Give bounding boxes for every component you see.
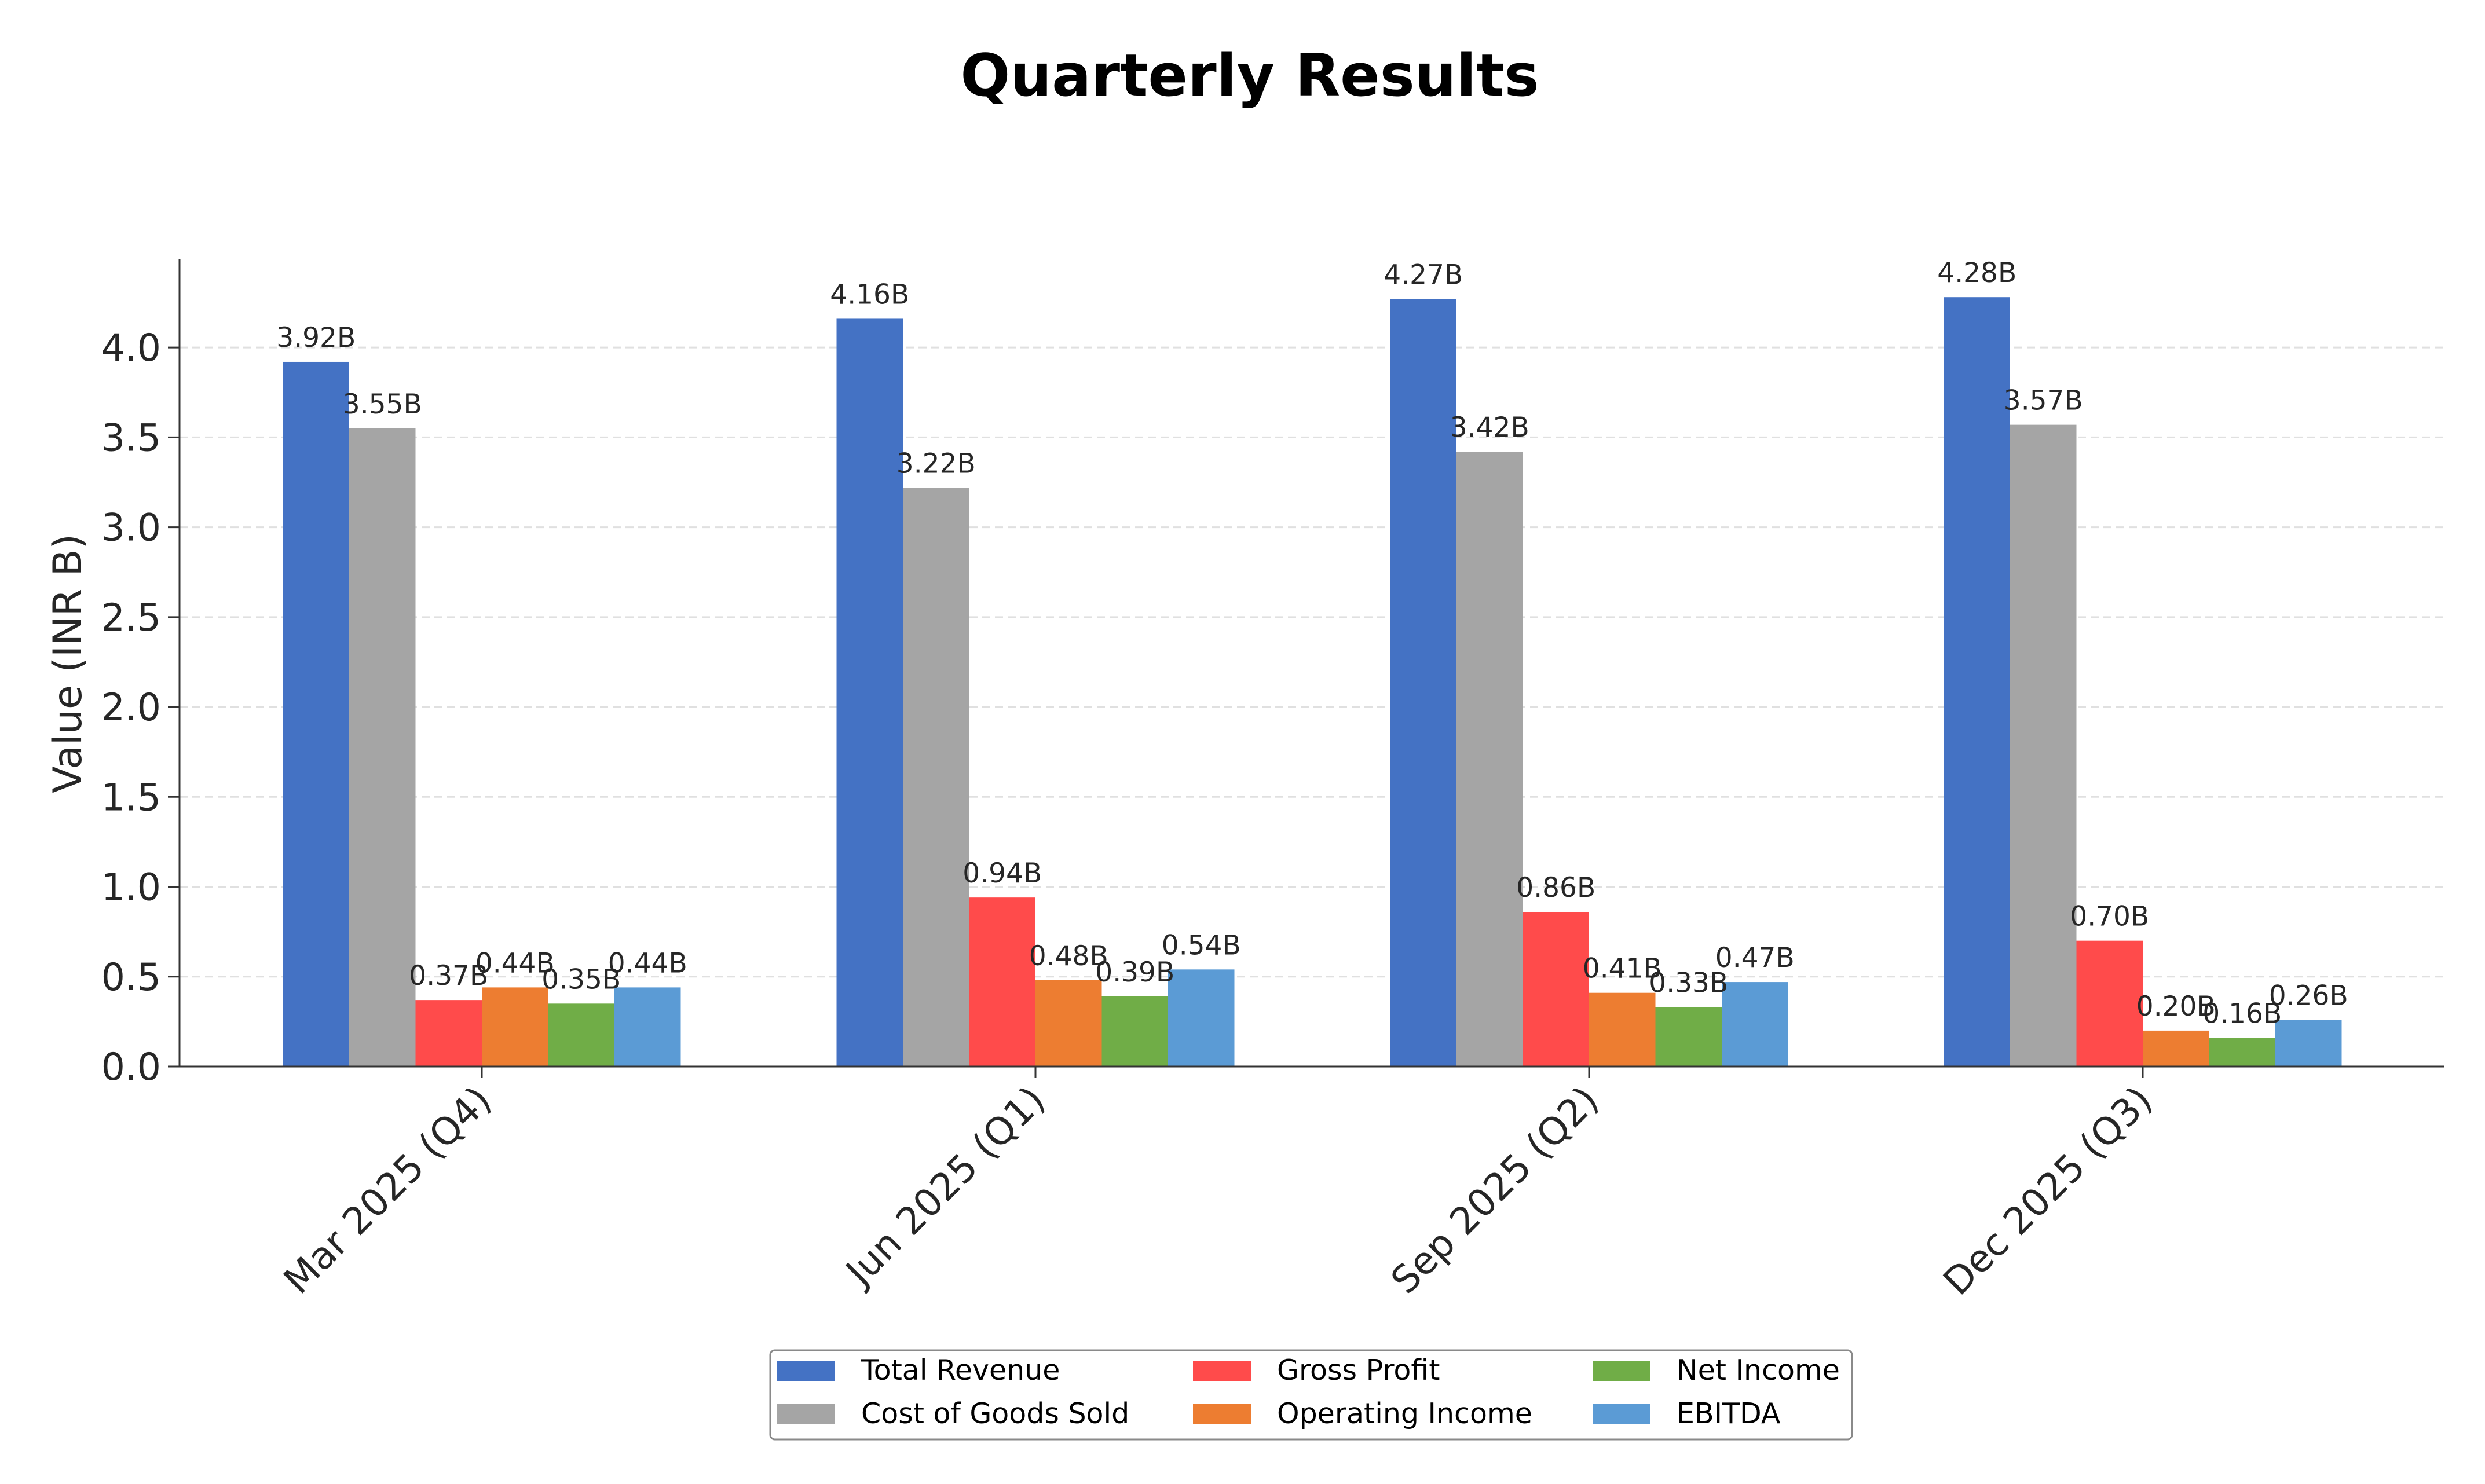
y-tick-label: 3.5 [101, 416, 161, 460]
legend-swatch [1193, 1404, 1251, 1424]
bar-ebitda [614, 987, 681, 1067]
bar-operating-income [1035, 980, 1102, 1067]
bar-ebitda [1722, 982, 1788, 1067]
legend-swatch [777, 1404, 835, 1424]
data-label: 0.20B [2136, 991, 2216, 1023]
y-tick-label: 0.0 [101, 1046, 161, 1089]
bar-net-income [1655, 1007, 1722, 1067]
legend-swatch [1593, 1361, 1650, 1381]
data-label: 0.86B [1516, 872, 1595, 904]
bar-gross-profit [969, 897, 1035, 1067]
data-label: 0.26B [2269, 980, 2348, 1012]
data-label: 3.57B [2004, 385, 2083, 417]
bar-ebitda [2275, 1020, 2342, 1067]
bar-total-revenue [1390, 299, 1456, 1067]
y-tick-label: 2.5 [101, 596, 161, 640]
legend-swatch [1193, 1361, 1251, 1381]
x-tick-label: Mar 2025 (Q4) [276, 1078, 500, 1302]
bar-gross-profit [415, 1000, 482, 1067]
data-label: 4.16B [830, 279, 909, 310]
data-label: 0.37B [409, 960, 488, 992]
data-label: 3.22B [896, 448, 976, 479]
bar-ebitda [1168, 969, 1235, 1067]
legend-entry-label: Operating Income [1277, 1397, 1532, 1430]
bar-cost-of-goods-sold [903, 488, 969, 1067]
x-tick-label: Jun 2025 (Q1) [836, 1078, 1053, 1295]
data-labels: 3.92B3.55B0.37B0.44B0.35B0.44B4.16B3.22B… [276, 257, 2348, 1029]
data-label: 0.35B [541, 963, 621, 995]
bar-net-income [548, 1003, 614, 1067]
bar-operating-income [1589, 992, 1656, 1067]
bar-cost-of-goods-sold [2010, 424, 2077, 1067]
data-label: 0.48B [1029, 940, 1108, 972]
data-label: 4.28B [1937, 257, 2016, 289]
y-tick-label: 0.5 [101, 956, 161, 999]
y-tick-label: 1.0 [101, 866, 161, 910]
y-tick-label: 2.0 [101, 686, 161, 730]
data-label: 3.92B [276, 322, 356, 354]
bar-gross-profit [1523, 911, 1589, 1067]
x-tick-label: Sep 2025 (Q2) [1383, 1078, 1607, 1302]
bar-operating-income [482, 987, 548, 1067]
bar-total-revenue [283, 361, 349, 1067]
legend-swatch [1593, 1404, 1650, 1424]
bars [283, 297, 2342, 1067]
bar-cost-of-goods-sold [349, 428, 416, 1067]
bar-total-revenue [1944, 297, 2010, 1067]
data-label: 0.94B [962, 858, 1042, 889]
data-label: 3.42B [1450, 412, 1529, 444]
data-label: 0.44B [608, 947, 687, 979]
legend-entry-label: Cost of Goods Sold [861, 1397, 1129, 1430]
data-label: 4.27B [1384, 259, 1463, 291]
y-tick-label: 3.0 [101, 507, 161, 550]
legend-entry-label: Total Revenue [861, 1354, 1060, 1387]
data-label: 0.70B [2070, 901, 2149, 933]
y-axis-label: Value (INR B) [45, 534, 91, 793]
legend-entry-label: Net Income [1677, 1354, 1840, 1387]
bar-net-income [1101, 996, 1168, 1067]
bar-net-income [2209, 1038, 2275, 1067]
y-tick-label: 1.5 [101, 776, 161, 819]
y-tick-label: 4.0 [101, 327, 161, 370]
bar-gross-profit [2076, 940, 2143, 1067]
legend-entry-label: EBITDA [1677, 1397, 1781, 1430]
legend-swatch [777, 1361, 835, 1381]
legend-box [769, 1349, 1853, 1441]
data-label: 3.55B [343, 389, 422, 420]
data-label: 0.47B [1715, 942, 1795, 974]
x-tick-label: Dec 2025 (Q3) [1935, 1078, 2161, 1303]
legend: Total Revenue Cost of Goods Sold Gross Pro… [769, 1349, 1853, 1441]
chart-title: Quarterly Results [960, 41, 1539, 109]
grid-lines [180, 346, 2444, 978]
data-label: 0.44B [475, 947, 555, 979]
axes: 0.0 0.5 1.0 1.5 2.0 2.5 3.0 3.5 4.0 Mar 2025 (Q4)… [101, 259, 2444, 1304]
data-label: 0.16B [2202, 998, 2282, 1029]
legend-entry-label: Gross Profit [1277, 1354, 1440, 1387]
data-label: 0.54B [1162, 929, 1241, 961]
bar-total-revenue [836, 318, 903, 1067]
data-label: 0.33B [1649, 968, 1728, 999]
data-label: 0.39B [1095, 957, 1174, 988]
data-label: 0.41B [1583, 953, 1662, 985]
bar-operating-income [2143, 1030, 2209, 1067]
bar-cost-of-goods-sold [1456, 452, 1523, 1067]
